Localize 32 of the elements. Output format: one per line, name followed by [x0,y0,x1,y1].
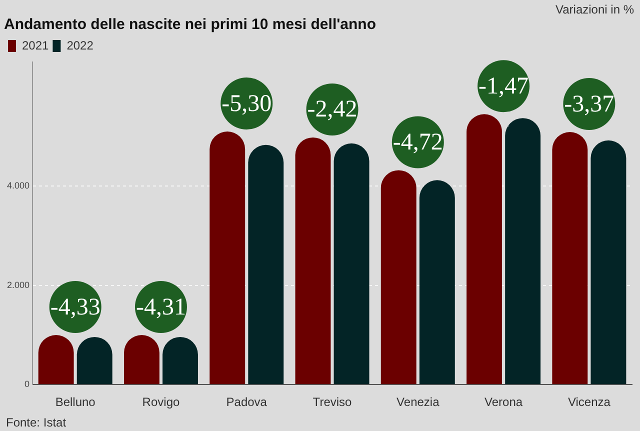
bar [505,118,541,384]
x-tick-label: Rovigo [142,395,180,410]
x-tick-label: Vicenza [568,395,611,410]
legend-label: 2022 [66,38,94,52]
bar [590,140,626,384]
annotation: -3,37 [564,91,614,118]
y-tick-label: 0 [24,379,30,390]
annotation: -4,33 [50,294,100,320]
bar [210,131,246,384]
annotation: -1,47 [478,73,529,100]
x-tick-label: Treviso [312,395,352,410]
text: Variazioni in % [556,2,634,16]
annotation: -4,72 [392,129,443,156]
bar [380,170,416,384]
bar [248,144,284,384]
bar [419,180,455,384]
annotation: -5,30 [222,90,272,117]
chart-title: Andamento delle nascite nei primi 10 mesi dell'anno [4,16,376,34]
annotation: -4,31 [136,294,186,320]
legend-label: 2021 [22,38,50,52]
x-tick-label: Verona [484,395,523,410]
bar [334,143,370,384]
x-tick-label: Belluno [55,395,96,410]
annotation: -2,42 [307,96,358,123]
x-tick-label: Venezia [396,395,440,410]
bar [552,132,588,384]
y-tick-label: 4.000 [6,180,30,191]
source-note: Fonte: Istat [6,415,67,430]
bar [295,137,331,384]
bar [466,114,502,384]
x-tick-label: Padova [226,395,268,410]
y-tick-label: 2.000 [6,280,30,290]
